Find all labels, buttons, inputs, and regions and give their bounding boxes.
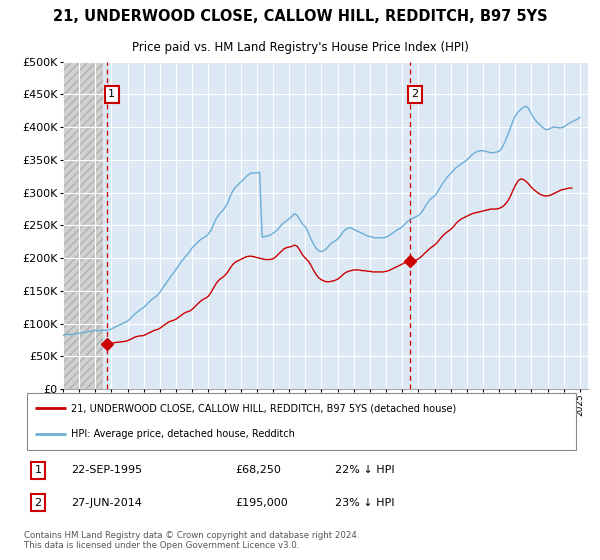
- Text: HPI: Average price, detached house, Redditch: HPI: Average price, detached house, Redd…: [71, 430, 295, 440]
- Text: £68,250: £68,250: [235, 465, 281, 475]
- Text: 27-JUN-2014: 27-JUN-2014: [71, 498, 142, 508]
- Text: 1: 1: [34, 465, 41, 475]
- Text: 2: 2: [412, 90, 419, 99]
- Text: 21, UNDERWOOD CLOSE, CALLOW HILL, REDDITCH, B97 5YS (detached house): 21, UNDERWOOD CLOSE, CALLOW HILL, REDDIT…: [71, 403, 457, 413]
- Text: 23% ↓ HPI: 23% ↓ HPI: [335, 498, 394, 508]
- Text: 2: 2: [34, 498, 41, 508]
- Text: Contains HM Land Registry data © Crown copyright and database right 2024.
This d: Contains HM Land Registry data © Crown c…: [24, 531, 359, 550]
- Text: 22-SEP-1995: 22-SEP-1995: [71, 465, 142, 475]
- Text: 22% ↓ HPI: 22% ↓ HPI: [335, 465, 394, 475]
- Text: £195,000: £195,000: [235, 498, 287, 508]
- Text: 21, UNDERWOOD CLOSE, CALLOW HILL, REDDITCH, B97 5YS: 21, UNDERWOOD CLOSE, CALLOW HILL, REDDIT…: [53, 9, 547, 24]
- FancyBboxPatch shape: [27, 393, 576, 450]
- Bar: [63, 62, 103, 389]
- Text: Price paid vs. HM Land Registry's House Price Index (HPI): Price paid vs. HM Land Registry's House …: [131, 41, 469, 54]
- Text: 1: 1: [108, 90, 115, 99]
